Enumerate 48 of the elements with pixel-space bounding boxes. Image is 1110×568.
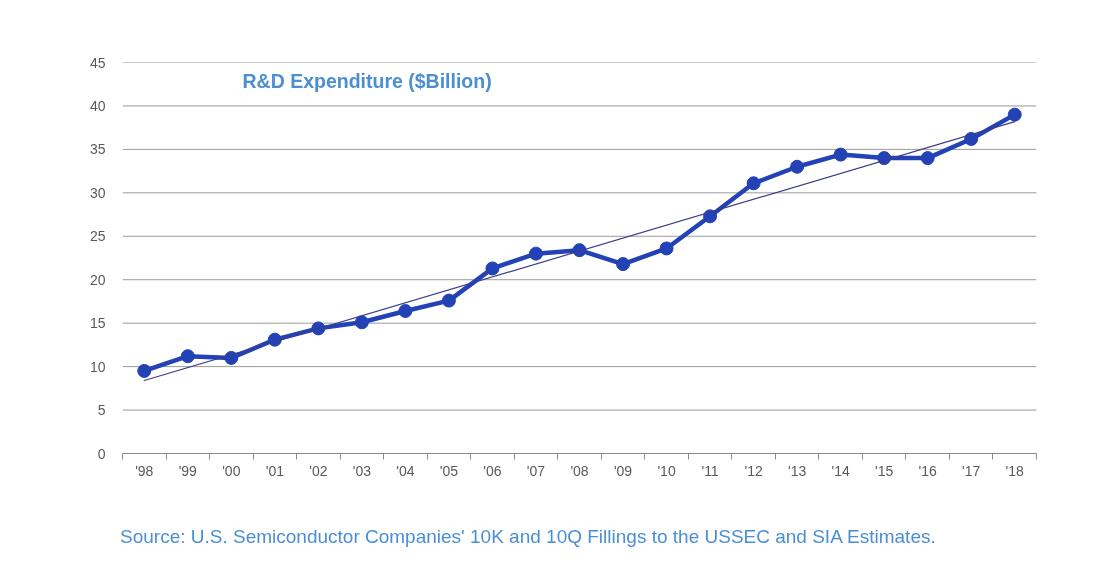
x-tick-label: '14	[831, 462, 850, 479]
point	[703, 209, 718, 224]
point	[180, 349, 195, 364]
x-tick-label: '03	[352, 462, 372, 479]
x-tick-label: '11	[701, 462, 719, 479]
point	[833, 147, 848, 162]
y-tick-label: 0	[97, 445, 106, 462]
source-note: Source: U.S. Semiconductor Companies' 10K and 10Q Fillings to the USSEC and SIA Estimates.	[120, 526, 936, 548]
point	[485, 261, 500, 276]
point	[746, 176, 761, 191]
x-tick-label: '02	[309, 462, 328, 479]
y-tick-label: 30	[89, 184, 106, 201]
y-tick-label: 5	[97, 402, 106, 419]
point	[1007, 107, 1022, 122]
chart-title: R&D Expenditure ($Billion)	[242, 69, 492, 92]
y-tick-label: 25	[89, 228, 106, 245]
point	[137, 363, 152, 378]
point	[354, 315, 369, 330]
x-tick-label: '04	[396, 462, 415, 479]
point	[659, 241, 674, 256]
x-tick-label: '10	[657, 462, 676, 479]
x-tick-label: '15	[875, 462, 894, 479]
x-tick-label: '09	[613, 462, 633, 479]
y-tick-label: 20	[89, 271, 106, 288]
x-tick-label: '07	[526, 462, 546, 479]
x-tick-label: '16	[918, 462, 938, 479]
point	[528, 246, 543, 261]
y-tick-label: 40	[89, 97, 106, 114]
x-tick-label: '18	[1005, 462, 1025, 479]
x-tick-label: '06	[483, 462, 502, 479]
y-tick-label: 35	[89, 141, 106, 158]
x-tick-label: '13	[788, 462, 807, 479]
x-tick-label: '12	[744, 462, 763, 479]
point	[920, 151, 935, 166]
point	[398, 304, 413, 318]
x-tick-label: '98	[135, 462, 154, 479]
point	[790, 159, 805, 174]
x-tick-label: '01	[265, 462, 285, 479]
x-tick-label: '08	[570, 462, 589, 479]
x-tick-label: '17	[962, 462, 981, 479]
y-tick-label: 45	[89, 54, 106, 71]
y-tick-label: 10	[89, 358, 106, 375]
x-tick-label: '05	[439, 462, 459, 479]
point	[441, 293, 456, 308]
y-tick-label: 15	[89, 315, 106, 332]
x-tick-label: '99	[178, 462, 198, 479]
x-tick-label: '00	[222, 462, 241, 479]
point	[616, 257, 631, 272]
